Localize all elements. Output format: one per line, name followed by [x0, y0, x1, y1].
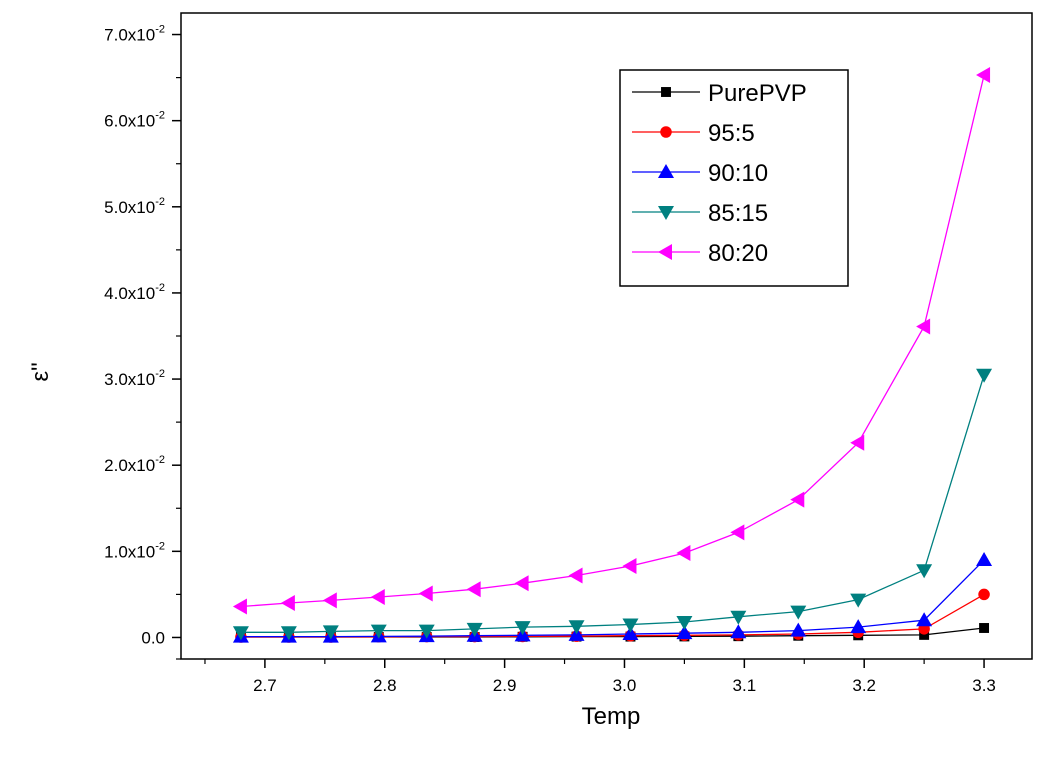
data-point — [622, 557, 637, 574]
y-tick-label: 3.0x10-2 — [104, 368, 165, 389]
x-tick-label: 2.7 — [253, 676, 277, 695]
data-point — [676, 615, 693, 630]
data-point — [280, 626, 297, 641]
data-point — [850, 434, 865, 451]
data-point — [676, 545, 691, 562]
data-point — [232, 598, 247, 615]
x-tick-label: 3.0 — [613, 676, 637, 695]
y-tick-label: 0.0 — [141, 628, 165, 647]
data-point — [418, 624, 435, 639]
legend-item: PurePVP — [632, 80, 807, 107]
legend-marker — [658, 164, 674, 178]
y-tick-label: 1.0x10-2 — [104, 540, 165, 561]
data-point — [850, 619, 867, 634]
data-point — [916, 564, 933, 579]
series-3 — [232, 551, 993, 643]
data-point — [730, 524, 745, 541]
data-point — [919, 629, 930, 640]
x-tick-label: 3.3 — [972, 676, 996, 695]
data-point — [790, 605, 807, 620]
data-point — [232, 626, 249, 641]
legend-label: 90:10 — [708, 160, 768, 187]
series-line — [240, 374, 985, 633]
legend-marker — [661, 87, 671, 97]
series-line — [240, 74, 985, 608]
data-point — [568, 567, 583, 584]
legend-label: 95:5 — [708, 120, 755, 147]
data-point — [979, 623, 990, 633]
series-5 — [232, 67, 991, 615]
plot-frame — [180, 12, 1033, 660]
legend-item: 85:15 — [632, 200, 768, 227]
data-point — [322, 625, 339, 640]
data-point — [322, 592, 337, 609]
data-point — [976, 368, 993, 383]
data-point — [622, 618, 639, 633]
x-tick-label: 2.9 — [493, 676, 517, 695]
data-point — [280, 595, 295, 612]
legend-item: 90:10 — [632, 160, 768, 187]
legend-marker — [658, 244, 672, 260]
legend-item: 80:20 — [632, 240, 768, 267]
legend-label: 85:15 — [708, 200, 768, 227]
data-point — [514, 621, 531, 636]
legend-marker — [658, 206, 674, 220]
data-point — [568, 620, 585, 635]
data-point — [466, 622, 483, 637]
y-tick-label: 5.0x10-2 — [104, 196, 165, 217]
x-tick-label: 2.8 — [373, 676, 397, 695]
data-point — [790, 622, 807, 637]
plot-border — [180, 12, 1033, 660]
series-layer — [232, 67, 993, 643]
data-point — [514, 575, 529, 592]
data-point — [466, 581, 481, 598]
x-axis: 2.7 2.8 2.9 3.0 3.1 3.2 3.3 — [204, 659, 996, 695]
legend-label: 80:20 — [708, 240, 768, 267]
y-tick-label: 6.0x10-2 — [104, 110, 165, 131]
data-point — [976, 67, 991, 84]
series-4 — [232, 368, 993, 641]
y-axis: 0.0 1.0x10-2 2.0x10-2 3.0x10-2 4.0x10-2 5.0x1… — [104, 24, 181, 660]
legend-item: 95:5 — [632, 120, 755, 147]
data-point — [676, 625, 693, 640]
legend: PurePVP 95:5 90:10 85:15 80:20 — [619, 69, 849, 287]
legend-label: PurePVP — [708, 80, 807, 107]
y-tick-label: 7.0x10-2 — [104, 24, 165, 45]
data-point — [916, 318, 931, 335]
legend-marker — [660, 126, 672, 138]
x-tick-label: 3.2 — [852, 676, 876, 695]
data-point — [622, 626, 639, 641]
data-point — [370, 624, 387, 639]
data-point — [730, 610, 747, 625]
x-axis-title: Temp — [582, 703, 641, 730]
data-point — [976, 551, 993, 566]
x-tick-label: 3.1 — [733, 676, 757, 695]
data-point — [978, 588, 990, 601]
data-point — [418, 585, 433, 602]
y-axis-title: ε" — [27, 362, 54, 381]
data-point — [916, 612, 933, 627]
data-point — [730, 624, 747, 639]
data-point — [850, 593, 867, 608]
y-tick-label: 2.0x10-2 — [104, 454, 165, 475]
data-point — [790, 491, 805, 508]
data-point — [370, 588, 385, 605]
y-tick-label: 4.0x10-2 — [104, 282, 165, 303]
